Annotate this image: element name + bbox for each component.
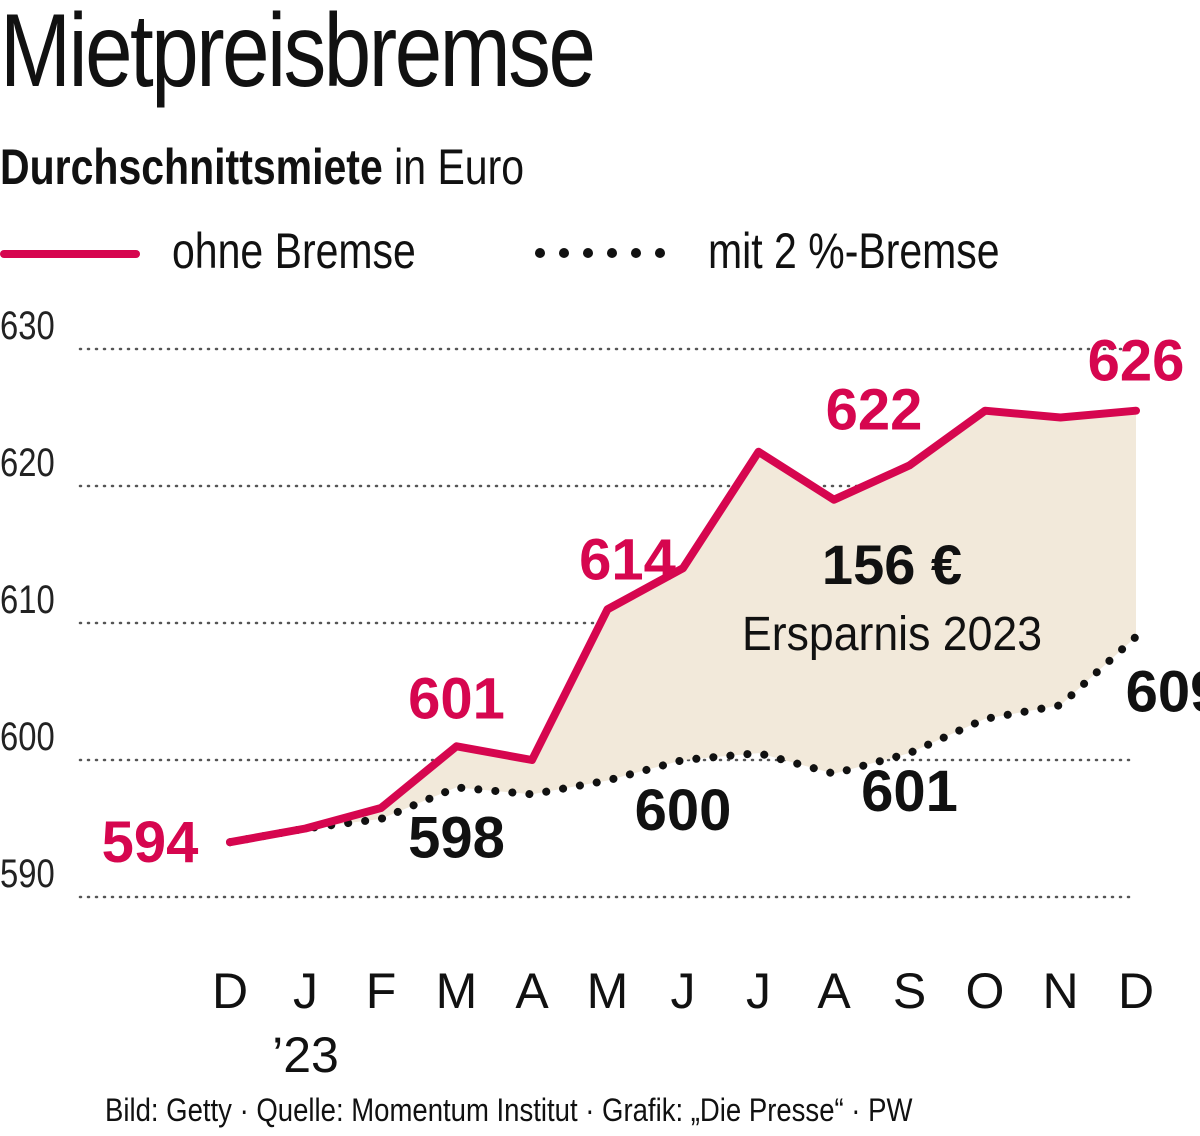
source-footer: Bild: Getty · Quelle: Momentum Institut … bbox=[105, 1092, 913, 1128]
y-tick-label-600: 600 bbox=[0, 714, 55, 759]
x-tick-label-0: D bbox=[212, 963, 248, 1019]
series-line-ohne bbox=[226, 406, 1140, 847]
x-tick-label-4: A bbox=[515, 963, 549, 1019]
y-tick-label-610: 610 bbox=[0, 577, 55, 622]
x-tick-label-7: J bbox=[746, 963, 771, 1019]
annotation-value: 156 € bbox=[822, 533, 962, 596]
x-tick-label-3: M bbox=[436, 963, 478, 1019]
subtitle-rest: in Euro bbox=[382, 139, 525, 195]
chart-subtitle: Durchschnittsmiete in Euro bbox=[0, 140, 524, 195]
chart-title: Mietpreisbremse bbox=[0, 0, 596, 109]
data-label-ohne-5: 614 bbox=[579, 527, 676, 592]
x-tick-label-11: N bbox=[1042, 963, 1078, 1019]
x-axis-labels: D J F M A M J J A S O N D’23 bbox=[212, 963, 1154, 1083]
legend-swatch-mit bbox=[535, 248, 665, 260]
grid-lines bbox=[78, 347, 1132, 899]
data-label-ohne-3: 601 bbox=[408, 666, 505, 731]
data-label-mit-6: 600 bbox=[635, 778, 732, 843]
x-tick-label-5: M bbox=[587, 963, 629, 1019]
series-line-mit bbox=[226, 632, 1140, 847]
x-tick-label-12: D bbox=[1118, 963, 1154, 1019]
x-tick-label-8: A bbox=[817, 963, 851, 1019]
x-tick-label-9: S bbox=[893, 963, 926, 1019]
annotation-label: Ersparnis 2023 bbox=[742, 608, 1042, 661]
legend-label-mit: mit 2 %-Bremse bbox=[708, 223, 1000, 279]
x-tick-label-2: F bbox=[366, 963, 397, 1019]
data-label-mit-12: 609 bbox=[1126, 660, 1200, 725]
y-axis-labels: 590 600 610 620 630 bbox=[0, 303, 55, 896]
data-label-mit-9: 601 bbox=[861, 759, 958, 824]
legend-swatch-ohne bbox=[0, 250, 140, 258]
y-tick-label-630: 630 bbox=[0, 303, 55, 348]
subtitle-bold: Durchschnittsmiete bbox=[0, 139, 383, 195]
data-label-ohne-12: 626 bbox=[1088, 329, 1185, 394]
y-tick-label-590: 590 bbox=[0, 851, 55, 896]
y-tick-label-620: 620 bbox=[0, 440, 55, 485]
x-year-label: ’23 bbox=[272, 1027, 339, 1083]
x-tick-label-6: J bbox=[671, 963, 696, 1019]
data-label-mit-3: 598 bbox=[408, 805, 505, 870]
data-label-ohne-0: 594 bbox=[102, 810, 199, 875]
legend-label-ohne: ohne Bremse bbox=[172, 223, 416, 279]
data-labels: 594 601 614 622 626 598 600 601 609 bbox=[102, 329, 1200, 876]
data-label-ohne-8: 622 bbox=[826, 378, 923, 443]
x-tick-label-10: O bbox=[966, 963, 1005, 1019]
savings-area bbox=[230, 410, 1136, 843]
x-tick-label-1: J bbox=[293, 963, 318, 1019]
